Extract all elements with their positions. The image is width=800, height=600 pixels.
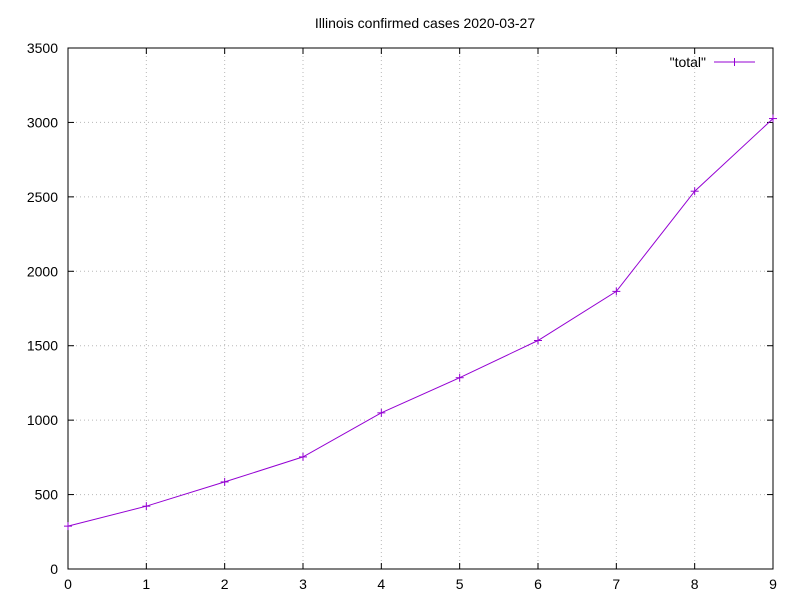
- data-point: [299, 452, 307, 461]
- x-tick-label: 1: [142, 576, 150, 592]
- data-point: [64, 522, 72, 531]
- chart-title: Illinois confirmed cases 2020-03-27: [315, 15, 535, 31]
- legend: "total": [670, 54, 755, 70]
- x-tick-label: 2: [221, 576, 229, 592]
- y-tick-label: 3500: [27, 40, 58, 56]
- legend-label: "total": [670, 54, 706, 70]
- y-tick-label: 500: [35, 487, 59, 503]
- x-tick-label: 7: [612, 576, 620, 592]
- x-tick-label: 9: [769, 576, 777, 592]
- data-point: [220, 477, 229, 486]
- data-point: [690, 187, 699, 196]
- x-tick-label: 8: [691, 576, 699, 592]
- y-tick-label: 1500: [27, 338, 58, 354]
- series-line: [67, 118, 774, 527]
- data-point: [534, 336, 542, 345]
- data-point: [455, 373, 464, 382]
- y-tick-label: 2500: [27, 189, 58, 205]
- series-layer: [64, 114, 777, 531]
- x-tick-label: 0: [64, 576, 72, 592]
- y-tick-label: 3000: [27, 114, 58, 130]
- plot-frame: [67, 47, 774, 570]
- y-tick-label: 0: [50, 561, 58, 577]
- legend-sample: [714, 58, 755, 66]
- x-tick-label: 6: [534, 576, 542, 592]
- x-tick-label: 3: [299, 576, 307, 592]
- data-point: [142, 502, 151, 511]
- y-tick-label: 2000: [27, 263, 58, 279]
- data-point: [769, 114, 777, 123]
- grid: [68, 48, 773, 569]
- data-point: [612, 287, 621, 296]
- data-point: [377, 408, 386, 417]
- axis-ticks: 0 500 1000 1500 2000 2500 3000 3500 0 1 2 3 4 5 6 7 8 9: [27, 40, 777, 592]
- x-tick-label: 5: [456, 576, 464, 592]
- x-tick-label: 4: [377, 576, 385, 592]
- y-tick-label: 1000: [27, 412, 58, 428]
